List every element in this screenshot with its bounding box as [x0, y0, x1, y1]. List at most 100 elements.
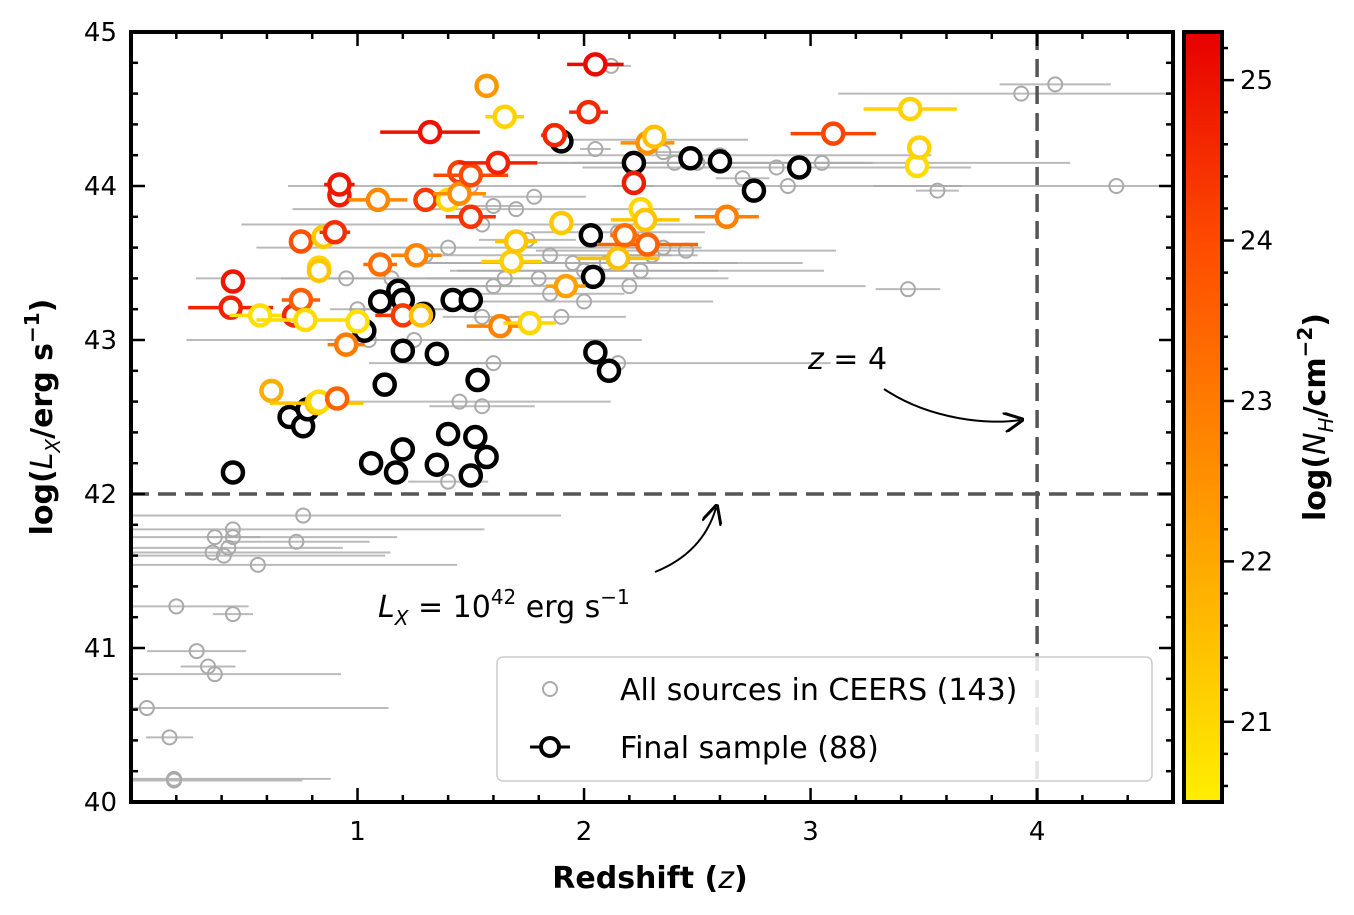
colorbar-tick-label: 23 [1240, 387, 1273, 417]
final-sample-point [220, 460, 246, 485]
final-sample-point [417, 119, 443, 145]
all-source-point [779, 178, 796, 194]
final-sample-point [632, 207, 658, 233]
y-axis-title: log(LX/erg s−1) [20, 299, 65, 536]
lx-arrow [654, 508, 716, 573]
final-sample-point [404, 243, 429, 268]
final-sample-point [596, 358, 622, 384]
final-sample-point [583, 52, 608, 77]
final-sample-point [288, 287, 314, 313]
x-tick-label: 3 [802, 817, 819, 847]
final-sample-point [327, 172, 352, 197]
final-sample-point [897, 96, 923, 122]
final-sample-point [345, 309, 370, 334]
all-source-point [166, 770, 183, 787]
final-sample-point [499, 249, 524, 274]
final-sample-point [635, 232, 660, 257]
final-sample-point [465, 367, 490, 393]
final-sample-point [485, 150, 511, 176]
final-sample-point [474, 444, 499, 470]
y-tick-label: 43 [84, 326, 117, 356]
colorbar-gradient [1184, 32, 1222, 802]
final-sample-point [293, 307, 318, 333]
colorbar-tick-label: 21 [1240, 708, 1273, 738]
final-sample-point [372, 372, 397, 397]
final-sample-point [333, 332, 359, 357]
final-sample-point [463, 424, 488, 450]
all-source-point [1047, 76, 1064, 93]
final-sample-point [367, 289, 393, 314]
final-sample-point [578, 223, 604, 248]
colorbar-tick-label: 24 [1240, 227, 1273, 257]
final-sample-point [383, 460, 409, 485]
final-sample-point [424, 341, 450, 367]
all-source-point [440, 473, 457, 490]
final-sample-point [678, 146, 703, 171]
final-sample-point [306, 258, 332, 283]
all-source-point [542, 247, 559, 264]
final-sample-point [365, 187, 391, 213]
final-sample-point [458, 463, 484, 488]
all-source-point [655, 144, 672, 161]
final-sample-point [447, 181, 472, 206]
final-sample-point [576, 99, 601, 125]
final-sample-point [474, 73, 499, 99]
plot-frame [129, 30, 1175, 804]
all-source-point [451, 393, 468, 410]
y-tick-label: 41 [84, 634, 117, 664]
legend-marker-final [539, 736, 561, 758]
all-source-point [1108, 178, 1125, 194]
all-source-point [204, 544, 221, 561]
z4-arrow [883, 388, 1020, 422]
final-sample-point [424, 452, 450, 477]
all-source-point [161, 729, 178, 746]
final-sample-point [907, 135, 932, 160]
final-sample-point [612, 223, 638, 248]
all-source-point [1013, 85, 1030, 102]
all-source-point [168, 598, 185, 615]
legend-label-all: All sources in CEERS (143) [620, 673, 1017, 708]
colorbar: 21 22 23 24 25 log(NH/cm−2) [1182, 30, 1338, 804]
final-sample-point [322, 219, 348, 245]
all-source-point [188, 643, 205, 660]
all-source-point [632, 262, 649, 279]
final-sample-point [549, 210, 574, 236]
all-source-point [249, 556, 266, 573]
colorbar-title: log(NH/cm−2) [1293, 313, 1338, 521]
final-sample-point [458, 162, 484, 188]
final-sample-point [288, 229, 314, 254]
all-source-point [768, 159, 785, 176]
final-sample-point [621, 150, 647, 176]
final-sample-point [517, 310, 542, 336]
all-source-point [474, 308, 491, 325]
final-sample-point [435, 421, 461, 447]
final-sample-point [390, 437, 416, 462]
final-sample-point [458, 204, 484, 230]
y-tick-label: 40 [84, 788, 117, 818]
final-sample-point [358, 450, 384, 476]
all-source-point [288, 533, 305, 550]
final-sample-point [741, 178, 767, 203]
all-source-point [224, 606, 241, 623]
x-tick-label: 1 [349, 817, 366, 847]
all-source-point [929, 182, 946, 199]
final-sample-point [220, 269, 246, 294]
all-source-point [338, 270, 355, 287]
final-sample-point [259, 378, 284, 404]
colorbar-tick-label: 22 [1240, 547, 1273, 577]
x-tick-label: 2 [576, 817, 593, 847]
all-source-point [813, 154, 830, 171]
final-sample-point [553, 273, 579, 299]
x-tick-label: 4 [1029, 817, 1046, 847]
final-sample-point [786, 155, 812, 180]
final-sample-point [642, 124, 667, 149]
legend-box [496, 656, 1153, 782]
legend-label-final: Final sample (88) [620, 731, 879, 766]
y-tick-label: 45 [84, 18, 117, 48]
all-source-point [295, 507, 312, 524]
all-source-point [206, 666, 223, 683]
final-sample-point [503, 229, 529, 254]
final-sample-point [458, 287, 484, 313]
axis-ticks: 1 2 3 4 40 41 42 43 44 45 [84, 18, 1173, 847]
